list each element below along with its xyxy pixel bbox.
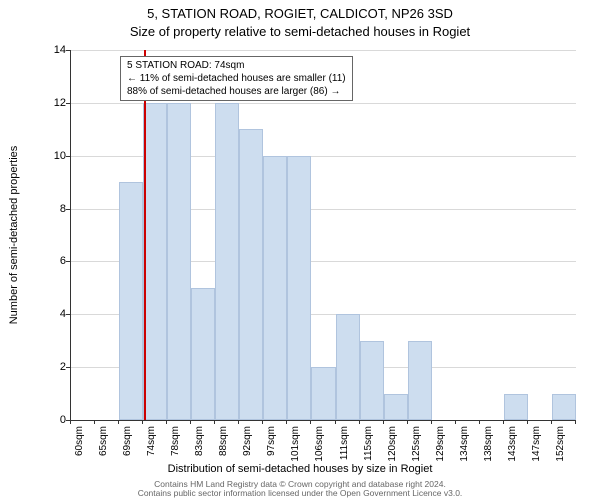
- histogram-bar: [143, 103, 167, 420]
- x-tick-mark: [310, 420, 311, 424]
- y-tick-label: 14: [48, 44, 66, 56]
- x-tick-label: 83sqm: [194, 426, 205, 456]
- x-tick-mark: [575, 420, 576, 424]
- histogram-bar: [336, 314, 360, 420]
- x-tick-label: 101sqm: [290, 426, 301, 462]
- histogram-bar: [119, 182, 143, 420]
- histogram-bar: [239, 129, 263, 420]
- x-tick-label: 92sqm: [242, 426, 253, 456]
- x-tick-label: 143sqm: [507, 426, 518, 462]
- histogram-bar: [504, 394, 528, 420]
- y-tick-label: 12: [48, 97, 66, 109]
- y-axis-label: Number of semi-detached properties: [8, 146, 20, 325]
- x-tick-mark: [479, 420, 480, 424]
- x-tick-mark: [455, 420, 456, 424]
- x-tick-label: 138sqm: [483, 426, 494, 462]
- x-tick-mark: [190, 420, 191, 424]
- x-tick-mark: [70, 420, 71, 424]
- title-line2: Size of property relative to semi-detach…: [0, 24, 600, 39]
- x-tick-mark: [431, 420, 432, 424]
- annotation-line1: 5 STATION ROAD: 74sqm: [127, 59, 346, 72]
- histogram-bar: [311, 367, 335, 420]
- footer: Contains HM Land Registry data © Crown c…: [0, 480, 600, 499]
- annotation-line3: 88% of semi-detached houses are larger (…: [127, 85, 346, 98]
- y-tick-mark: [66, 156, 70, 157]
- y-tick-label: 6: [48, 255, 66, 267]
- histogram-bar: [191, 288, 215, 420]
- x-tick-label: 97sqm: [266, 426, 277, 456]
- x-tick-mark: [527, 420, 528, 424]
- x-tick-mark: [94, 420, 95, 424]
- x-tick-mark: [262, 420, 263, 424]
- y-tick-label: 0: [48, 414, 66, 426]
- y-tick-mark: [66, 314, 70, 315]
- histogram-bar: [408, 341, 432, 420]
- y-tick-mark: [66, 103, 70, 104]
- x-tick-label: 111sqm: [339, 426, 350, 460]
- x-tick-mark: [335, 420, 336, 424]
- x-tick-mark: [142, 420, 143, 424]
- x-tick-label: 60sqm: [74, 426, 85, 456]
- x-tick-label: 69sqm: [122, 426, 133, 456]
- x-tick-mark: [407, 420, 408, 424]
- y-tick-label: 4: [48, 308, 66, 320]
- annotation-box: 5 STATION ROAD: 74sqm ← 11% of semi-deta…: [120, 56, 353, 101]
- x-tick-label: 134sqm: [459, 426, 470, 462]
- marker-line: [144, 50, 146, 420]
- title-line1: 5, STATION ROAD, ROGIET, CALDICOT, NP26 …: [0, 6, 600, 21]
- x-tick-mark: [503, 420, 504, 424]
- gridline: [71, 50, 576, 51]
- y-tick-label: 8: [48, 203, 66, 215]
- x-tick-mark: [551, 420, 552, 424]
- x-tick-label: 115sqm: [363, 426, 374, 461]
- y-tick-mark: [66, 261, 70, 262]
- histogram-bar: [287, 156, 311, 420]
- x-tick-label: 106sqm: [314, 426, 325, 462]
- y-tick-label: 2: [48, 361, 66, 373]
- histogram-bar: [384, 394, 408, 420]
- x-tick-mark: [286, 420, 287, 424]
- x-tick-mark: [166, 420, 167, 424]
- x-tick-mark: [359, 420, 360, 424]
- plot-area: [70, 50, 576, 421]
- histogram-bar: [360, 341, 384, 420]
- chart-container: 5, STATION ROAD, ROGIET, CALDICOT, NP26 …: [0, 0, 600, 500]
- histogram-bar: [215, 103, 239, 420]
- x-tick-label: 74sqm: [146, 426, 157, 456]
- histogram-bar: [167, 103, 191, 420]
- x-tick-label: 88sqm: [218, 426, 229, 456]
- footer-line2: Contains public sector information licen…: [0, 489, 600, 498]
- histogram-bar: [263, 156, 287, 420]
- x-tick-label: 147sqm: [531, 426, 542, 462]
- annotation-line2: ← 11% of semi-detached houses are smalle…: [127, 72, 346, 85]
- x-tick-label: 120sqm: [387, 426, 398, 462]
- y-tick-label: 10: [48, 150, 66, 162]
- histogram-bar: [552, 394, 576, 420]
- x-tick-label: 65sqm: [98, 426, 109, 456]
- y-tick-mark: [66, 367, 70, 368]
- x-tick-mark: [238, 420, 239, 424]
- x-tick-label: 78sqm: [170, 426, 181, 456]
- x-tick-label: 125sqm: [411, 426, 422, 462]
- x-tick-label: 152sqm: [555, 426, 566, 462]
- x-tick-mark: [214, 420, 215, 424]
- y-tick-mark: [66, 50, 70, 51]
- x-axis-label: Distribution of semi-detached houses by …: [0, 463, 600, 475]
- x-tick-label: 129sqm: [435, 426, 446, 462]
- y-tick-mark: [66, 209, 70, 210]
- x-tick-mark: [118, 420, 119, 424]
- x-tick-mark: [383, 420, 384, 424]
